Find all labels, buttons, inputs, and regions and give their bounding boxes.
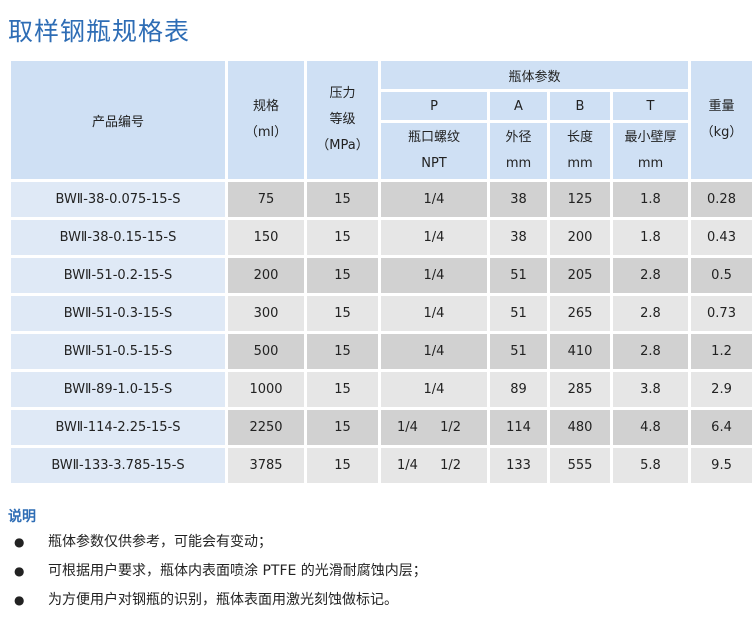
note-item: ● 瓶体参数仅供参考，可能会有变动； — [14, 534, 272, 550]
cell-weight: 0.5 — [691, 258, 753, 293]
cell-thread: 1/4 — [381, 296, 487, 331]
cell-length: 285 — [550, 372, 610, 407]
header-weight: 重量 （kg） — [691, 61, 753, 179]
table-row: BWⅡ-51-0.5-15-S 500 15 1/4 51 410 2.8 1.2 — [11, 334, 753, 369]
cell-pressure: 15 — [307, 410, 378, 445]
cell-pressure: 15 — [307, 220, 378, 255]
cell-product-no: BWⅡ-133-3.785-15-S — [11, 448, 225, 483]
note-item: ● 为方便用户对钢瓶的识别，瓶体表面用激光刻蚀做标记。 — [14, 592, 398, 608]
bullet-icon: ● — [14, 535, 25, 549]
bullet-icon: ● — [14, 593, 25, 607]
header-B: B — [550, 92, 610, 120]
note-item: ● 可根据用户要求，瓶体内表面喷涂 PTFE 的光滑耐腐蚀内层； — [14, 563, 427, 579]
header-bottle-params: 瓶体参数 — [381, 61, 689, 89]
header-spec: 规格 （ml） — [228, 61, 304, 179]
thread-size: 1/4 — [397, 420, 418, 435]
cell-outer-diameter: 114 — [490, 410, 547, 445]
cell-thread: 1/4 — [381, 220, 487, 255]
cell-length: 265 — [550, 296, 610, 331]
thread-size: 1/2 — [440, 420, 461, 435]
cell-weight: 1.2 — [691, 334, 753, 369]
header-pressure: 压力 等级 （MPa） — [307, 61, 378, 179]
cell-outer-diameter: 51 — [490, 258, 547, 293]
cell-spec: 200 — [228, 258, 304, 293]
header-B-sub: 长度 mm — [550, 123, 610, 179]
cell-product-no: BWⅡ-38-0.15-15-S — [11, 220, 225, 255]
cell-spec: 500 — [228, 334, 304, 369]
table-row: BWⅡ-89-1.0-15-S 1000 15 1/4 89 285 3.8 2.9 — [11, 372, 753, 407]
cell-pressure: 15 — [307, 372, 378, 407]
cell-wall-thickness: 2.8 — [613, 258, 689, 293]
cell-thread: 1/4 — [381, 182, 487, 217]
spec-table: 产品编号 规格 （ml） 压力 等级 （MPa） 瓶体参数 重量 （kg） P … — [8, 58, 754, 486]
cell-pressure: 15 — [307, 334, 378, 369]
table-row: BWⅡ-51-0.2-15-S 200 15 1/4 51 205 2.8 0.5 — [11, 258, 753, 293]
cell-length: 410 — [550, 334, 610, 369]
cell-wall-thickness: 4.8 — [613, 410, 689, 445]
cell-thread: 1/4 — [381, 372, 487, 407]
cell-length: 125 — [550, 182, 610, 217]
cell-length: 200 — [550, 220, 610, 255]
cell-spec: 150 — [228, 220, 304, 255]
cell-wall-thickness: 2.8 — [613, 334, 689, 369]
header-T-sub: 最小壁厚 mm — [613, 123, 689, 179]
cell-spec: 75 — [228, 182, 304, 217]
cell-wall-thickness: 1.8 — [613, 220, 689, 255]
cell-length: 555 — [550, 448, 610, 483]
cell-weight: 2.9 — [691, 372, 753, 407]
bullet-icon: ● — [14, 564, 25, 578]
table-row: BWⅡ-114-2.25-15-S 2250 15 1/4 1/2 114 480 4.8 6.… — [11, 410, 753, 445]
cell-product-no: BWⅡ-51-0.2-15-S — [11, 258, 225, 293]
thread-size: 1/4 — [397, 458, 418, 473]
cell-thread: 1/4 — [381, 258, 487, 293]
notes-title: 说明 — [8, 509, 36, 525]
cell-length: 480 — [550, 410, 610, 445]
header-P: P — [381, 92, 487, 120]
table-row: BWⅡ-51-0.3-15-S 300 15 1/4 51 265 2.8 0.73 — [11, 296, 753, 331]
header-T: T — [613, 92, 689, 120]
cell-outer-diameter: 89 — [490, 372, 547, 407]
table-row: BWⅡ-133-3.785-15-S 3785 15 1/4 1/2 133 555 5.8 9… — [11, 448, 753, 483]
notes-list: ● 瓶体参数仅供参考，可能会有变动； ● 可根据用户要求，瓶体内表面喷涂 PTFE … — [14, 532, 427, 619]
table-row: BWⅡ-38-0.075-15-S 75 15 1/4 38 125 1.8 0.28 — [11, 182, 753, 217]
cell-weight: 0.73 — [691, 296, 753, 331]
page-title: 取样钢瓶规格表 — [8, 17, 191, 46]
cell-wall-thickness: 1.8 — [613, 182, 689, 217]
cell-weight: 0.43 — [691, 220, 753, 255]
cell-length: 205 — [550, 258, 610, 293]
cell-outer-diameter: 38 — [490, 220, 547, 255]
cell-pressure: 15 — [307, 448, 378, 483]
cell-pressure: 15 — [307, 258, 378, 293]
cell-spec: 3785 — [228, 448, 304, 483]
cell-wall-thickness: 3.8 — [613, 372, 689, 407]
cell-product-no: BWⅡ-89-1.0-15-S — [11, 372, 225, 407]
cell-weight: 6.4 — [691, 410, 753, 445]
cell-product-no: BWⅡ-51-0.5-15-S — [11, 334, 225, 369]
cell-thread: 1/4 — [381, 334, 487, 369]
cell-product-no: BWⅡ-38-0.075-15-S — [11, 182, 225, 217]
cell-product-no: BWⅡ-51-0.3-15-S — [11, 296, 225, 331]
header-A: A — [490, 92, 547, 120]
cell-thread: 1/4 1/2 — [381, 410, 487, 445]
cell-weight: 0.28 — [691, 182, 753, 217]
cell-outer-diameter: 51 — [490, 296, 547, 331]
cell-pressure: 15 — [307, 182, 378, 217]
cell-outer-diameter: 133 — [490, 448, 547, 483]
cell-outer-diameter: 38 — [490, 182, 547, 217]
cell-spec: 1000 — [228, 372, 304, 407]
cell-pressure: 15 — [307, 296, 378, 331]
header-product-no: 产品编号 — [11, 61, 225, 179]
header-P-sub: 瓶口螺纹 NPT — [381, 123, 487, 179]
cell-thread: 1/4 1/2 — [381, 448, 487, 483]
cell-wall-thickness: 5.8 — [613, 448, 689, 483]
cell-product-no: BWⅡ-114-2.25-15-S — [11, 410, 225, 445]
header-A-sub: 外径 mm — [490, 123, 547, 179]
cell-spec: 2250 — [228, 410, 304, 445]
cell-weight: 9.5 — [691, 448, 753, 483]
table-row: BWⅡ-38-0.15-15-S 150 15 1/4 38 200 1.8 0.43 — [11, 220, 753, 255]
cell-spec: 300 — [228, 296, 304, 331]
thread-size: 1/2 — [440, 458, 461, 473]
cell-outer-diameter: 51 — [490, 334, 547, 369]
cell-wall-thickness: 2.8 — [613, 296, 689, 331]
